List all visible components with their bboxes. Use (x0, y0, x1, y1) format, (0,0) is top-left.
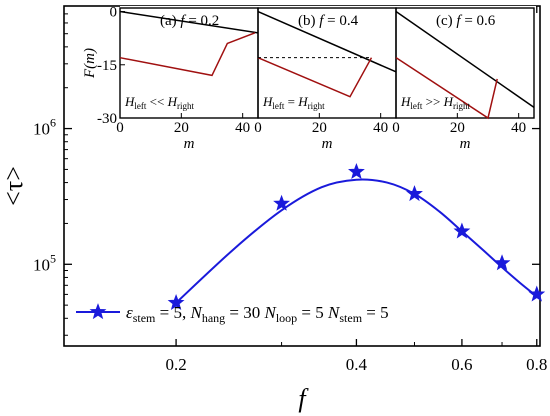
inset-annot-h: H (167, 94, 178, 109)
inset-x-tick-label: 40 (235, 120, 250, 136)
legend-value: = 30 (225, 303, 264, 322)
y-tick-label: 106 (33, 116, 56, 139)
data-point-star (528, 285, 546, 302)
inset-frame (395, 7, 535, 119)
inset-x-tick-label: 40 (511, 120, 526, 136)
legend-label: εstem = 5, Nhang = 30 Nloop = 5 Nstem = … (126, 303, 389, 325)
series-fit-line (175, 178, 538, 304)
legend-marker-star (89, 303, 107, 320)
inset-x-tick-label: 20 (312, 120, 327, 136)
inset-panel-title: (b) f = 0.4 (298, 13, 359, 29)
inset-f-value: = 0.2 (185, 13, 220, 29)
inset-panel-letter: (b) (298, 13, 319, 29)
x-tick-label: 0.8 (526, 355, 547, 374)
inset-series-line (119, 10, 259, 34)
legend: εstem = 5, Nhang = 30 Nloop = 5 Nstem = … (76, 303, 389, 325)
inset-panels: 0 20 40 m 0 -15 -30 F(m) (a) f = 0.2 Hleft << Hri… (82, 5, 536, 152)
inset-x-axis-label: m (184, 136, 195, 152)
inset-y-tick-label: 0 (110, 5, 118, 21)
x-tick-label: 0.2 (165, 355, 186, 374)
y-tick-base: 10 (33, 120, 50, 139)
inset-annotation: Hleft << Hright (124, 94, 194, 111)
inset-panel: 0 20 40 m (c) f = 0.6 Hleft >> Hright (392, 7, 535, 152)
inset-annotation: Hleft >> Hright (400, 94, 470, 111)
inset-panel-letter: (c) (436, 13, 456, 29)
inset-series-line (119, 32, 256, 77)
legend-value: = 5, (155, 303, 190, 322)
inset-annot-sub: left (134, 101, 146, 111)
inset-background (120, 6, 536, 120)
x-axis-label: f (298, 384, 309, 413)
legend-symbol: N (327, 303, 341, 322)
inset-annot-h: H (443, 94, 454, 109)
inset-f-value: = 0.4 (323, 13, 358, 29)
y-tick-exponent: 5 (50, 251, 56, 265)
inset-x-axis-label: m (322, 136, 333, 152)
inset-annot-relation: << (146, 94, 167, 109)
inset-panel-title: (a) f = 0.2 (160, 13, 219, 29)
inset-annot-relation: >> (422, 94, 443, 109)
inset-panel-title: (c) f = 0.6 (436, 13, 496, 29)
data-point-star (406, 185, 423, 202)
legend-epsilon: ε (126, 303, 133, 322)
legend-value: = 5 (297, 303, 328, 322)
inset-x-tick-label: 20 (450, 120, 465, 136)
inset-annot-h: H (262, 94, 273, 109)
inset-f-symbol: f (456, 13, 462, 29)
legend-value: = 5 (362, 303, 389, 322)
data-point-star (167, 293, 185, 310)
inset-x-tick-label: 40 (373, 120, 388, 136)
inset-y-tick-label: -15 (97, 58, 117, 74)
y-tick-label: 105 (33, 251, 56, 274)
legend-symbol: N (189, 303, 203, 322)
x-tick-label: 0.4 (346, 355, 368, 374)
inset-x-tick-label: 0 (392, 120, 400, 136)
legend-subscript: loop (276, 311, 297, 325)
inset-series-line (395, 57, 498, 120)
inset-annot-relation: = (284, 94, 298, 109)
data-point-star (493, 254, 511, 271)
legend-subscript: stem (133, 311, 156, 325)
inset-series-line (257, 10, 397, 73)
y-tick-base: 10 (33, 255, 50, 274)
inset-f-value: = 0.6 (461, 13, 496, 29)
inset-panel: 0 20 40 m 0 -15 -30 F(m) (a) f = 0.2 Hleft << Hri… (82, 5, 259, 152)
inset-series-line (395, 10, 535, 108)
inset-annot-sub: right (308, 101, 325, 111)
y-tick-exponent: 6 (50, 116, 56, 130)
inset-y-axis-label: F(m) (82, 48, 98, 79)
inset-f-symbol: f (180, 13, 186, 29)
legend-subscript: hang (202, 311, 225, 325)
inset-panel: 0 20 40 m (b) f = 0.4 Hleft = Hright (254, 7, 397, 152)
legend-subscript: stem (339, 311, 362, 325)
x-tick-label: 0.6 (451, 355, 472, 374)
inset-x-tick-label: 0 (116, 120, 124, 136)
inset-annotation: Hleft = Hright (262, 94, 325, 111)
inset-annot-h: H (124, 94, 135, 109)
inset-annot-sub: right (453, 101, 470, 111)
inset-x-tick-label: 0 (254, 120, 262, 136)
y-axis-label: <τ> (0, 166, 28, 206)
data-point-star (453, 222, 471, 239)
inset-annot-sub: left (272, 101, 284, 111)
data-point-star (273, 194, 290, 211)
data-point-star (348, 162, 365, 179)
inset-series-line (257, 56, 373, 98)
inset-y-tick-label: -30 (97, 111, 117, 127)
inset-annot-sub: right (177, 101, 194, 111)
legend-symbol: N (263, 303, 277, 322)
inset-x-tick-label: 20 (174, 120, 189, 136)
inset-panel-letter: (a) (160, 13, 180, 29)
inset-annot-sub: left (410, 101, 422, 111)
inset-annot-h: H (400, 94, 411, 109)
inset-x-axis-label: m (460, 136, 471, 152)
inset-f-symbol: f (319, 13, 325, 29)
inset-annot-h: H (297, 94, 308, 109)
